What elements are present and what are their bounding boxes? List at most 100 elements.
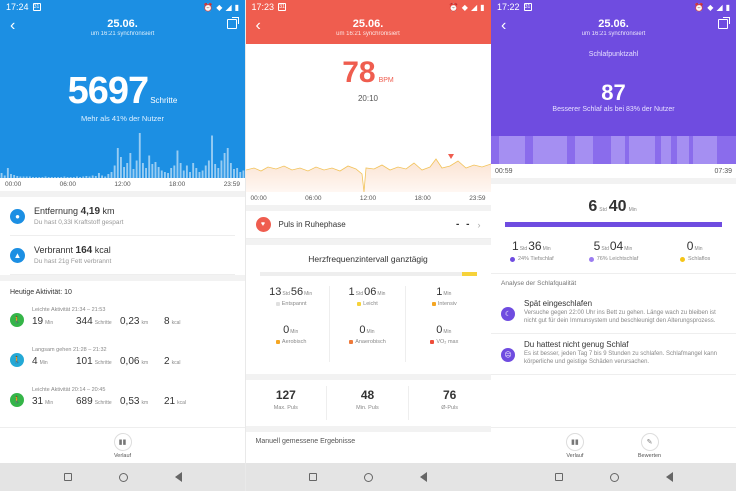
steps-bar xyxy=(0,173,3,178)
pulse-stats: 127 Max. Puls 48 Min. Puls 76 Ø-Puls xyxy=(245,374,491,426)
steps-bar xyxy=(151,164,154,178)
steps-bar xyxy=(22,176,25,178)
sleep-time-axis: 00:59 07:39 xyxy=(491,164,736,178)
back-icon[interactable] xyxy=(420,472,427,482)
home-icon[interactable] xyxy=(609,472,619,482)
steps-screen: 17:24 31 ⏰ ◆ ◢ ▮ ‹ 25.06. um 16:21 synchroni… xyxy=(0,0,245,491)
share-icon[interactable] xyxy=(718,17,730,29)
list-item[interactable]: 🚶 Leichte Aktivität 21:34 – 21:53 19 Min … xyxy=(0,302,245,342)
steps-bar xyxy=(60,177,63,178)
status-bar: 17:23 31 ⏰ ◆ ◢ ▮ xyxy=(246,0,491,14)
activity-name: Langsam gehen 21:28 – 21:32 xyxy=(32,347,107,353)
activity-name: Leichte Aktivität 20:14 – 20:45 xyxy=(32,387,106,393)
phase-cell: 0Min Schlaflos xyxy=(654,239,736,273)
recents-icon[interactable] xyxy=(309,473,317,481)
resting-label: Puls in Ruhephase xyxy=(278,220,346,229)
steps-bar xyxy=(6,168,9,178)
steps-bar xyxy=(104,176,107,178)
location-pin-icon: ● xyxy=(10,208,25,224)
list-item[interactable]: 🚶 Leichte Aktivität 20:14 – 20:45 31 Min … xyxy=(0,382,245,422)
zones-title: Herzfrequenzintervall ganztägig xyxy=(308,254,428,264)
steps-bar xyxy=(119,157,122,178)
home-icon[interactable] xyxy=(364,472,373,482)
status-time: 17:23 xyxy=(251,2,275,12)
history-label: Verlauf xyxy=(113,452,132,459)
steps-bar xyxy=(91,175,94,178)
steps-header: 17:24 31 ⏰ ◆ ◢ ▮ ‹ 25.06. um 16:21 synchroni… xyxy=(0,0,245,178)
sleep-phase-chart xyxy=(491,136,736,164)
manual-results-link[interactable]: Manuell gemessene Ergebnisse xyxy=(245,426,491,451)
steps-bar xyxy=(173,165,176,178)
steps-bar xyxy=(76,176,78,178)
steps-bar xyxy=(98,173,100,178)
list-item[interactable]: 🚶 Langsam gehen 21:28 – 21:32 4 Min 101 Sc… xyxy=(0,342,245,382)
bottom-actions: ▮▮ Verlauf xyxy=(0,427,245,463)
steps-bar xyxy=(88,176,91,178)
history-button[interactable]: ▮▮ Verlauf xyxy=(113,432,132,459)
steps-bar xyxy=(50,177,53,178)
phase-cell: 1Std36Min 24% Tiefschlaf xyxy=(491,239,573,273)
steps-bar xyxy=(233,169,235,178)
phase-dot xyxy=(588,256,594,262)
steps-bar xyxy=(160,170,163,178)
status-icons: ⏰ ◆ ◢ ▮ xyxy=(449,3,485,12)
steps-bar xyxy=(123,167,126,178)
calories-value: 164 xyxy=(75,245,93,256)
sync-status: um 16:21 synchronisiert xyxy=(336,31,400,37)
steps-bar xyxy=(116,148,119,178)
history-button[interactable]: ▮▮ Verlauf xyxy=(565,432,584,459)
back-arrow-icon[interactable]: ‹ xyxy=(255,17,261,34)
zone-cell: 1Min Intensiv xyxy=(406,286,482,324)
max-pulse: 127 Max. Puls xyxy=(246,386,328,420)
sleep-screen: 17:22 31 ⏰ ◆ ◢ ▮ ‹ 25.06. um 16:21 synchroni… xyxy=(491,0,736,491)
steps-bar xyxy=(201,170,204,178)
steps-bar xyxy=(141,163,144,178)
bar-chart-icon: ▮▮ xyxy=(113,432,132,451)
steps-bar xyxy=(82,176,85,178)
list-item[interactable]: ☾ Spät eingeschlafen Versuche gegen 22:0… xyxy=(491,293,736,334)
activity-kcal: 8 kcal xyxy=(164,316,181,327)
calories-label: Verbrannt xyxy=(34,245,74,255)
heart-rate-area xyxy=(245,159,491,192)
resting-pulse-row[interactable]: ♥ Puls in Ruhephase - - › xyxy=(245,211,491,239)
steps-bar xyxy=(94,176,97,178)
deep-sleep-block xyxy=(499,136,525,164)
recents-icon[interactable] xyxy=(554,473,563,481)
steps-bar xyxy=(148,155,151,178)
recents-icon[interactable] xyxy=(63,473,72,481)
steps-bar xyxy=(145,168,147,178)
activity-steps: 344 Schritte xyxy=(76,316,112,327)
back-arrow-icon[interactable]: ‹ xyxy=(501,17,507,34)
battery-icon: ▮ xyxy=(725,2,730,12)
steps-bar xyxy=(13,175,16,178)
steps-bar xyxy=(163,172,166,178)
steps-bar xyxy=(79,177,82,178)
steps-bar xyxy=(54,177,56,178)
score-comparison: Besserer Schlaf als bei 83% der Nutzer xyxy=(552,106,675,113)
zone-cell: 0Min VO₂ max xyxy=(406,324,482,362)
signal-icon: ◢ xyxy=(225,2,232,12)
back-arrow-icon[interactable]: ‹ xyxy=(10,17,16,34)
sleep-phases: 1Std36Min 24% Tiefschlaf 5Std04Min 76% L… xyxy=(491,227,736,273)
steps-bar xyxy=(19,176,22,178)
deep-sleep-block xyxy=(629,136,655,164)
avg-pulse: 76 Ø-Puls xyxy=(441,388,459,411)
back-icon[interactable] xyxy=(174,472,182,482)
list-item[interactable]: ☹ Du hattest nicht genug Schlaf Es ist b… xyxy=(491,334,736,375)
history-label: Verlauf xyxy=(566,452,584,459)
zone-dot xyxy=(275,340,280,344)
rate-button[interactable]: ✎ Bewerten xyxy=(638,432,661,459)
steps-bar xyxy=(63,176,66,178)
heart-rate-summary: 78 BPM 20:10 xyxy=(245,44,491,192)
analysis-title: Analyse der Schlafqualität xyxy=(491,273,736,293)
axis-label: 23:59 xyxy=(469,195,486,202)
android-nav-bar xyxy=(0,463,245,491)
analysis-item-title: Spät eingeschlafen xyxy=(524,299,593,308)
home-icon[interactable] xyxy=(118,472,128,482)
edit-icon: ✎ xyxy=(640,432,659,451)
heart-time-axis: 00:00 06:00 12:00 18:00 23:59 xyxy=(245,192,491,205)
analysis-item-text: Versuche gegen 22:00 Uhr ins Bett zu geh… xyxy=(524,310,716,324)
back-icon[interactable] xyxy=(665,472,673,482)
share-icon[interactable] xyxy=(227,17,239,29)
steps-bar xyxy=(44,176,47,178)
